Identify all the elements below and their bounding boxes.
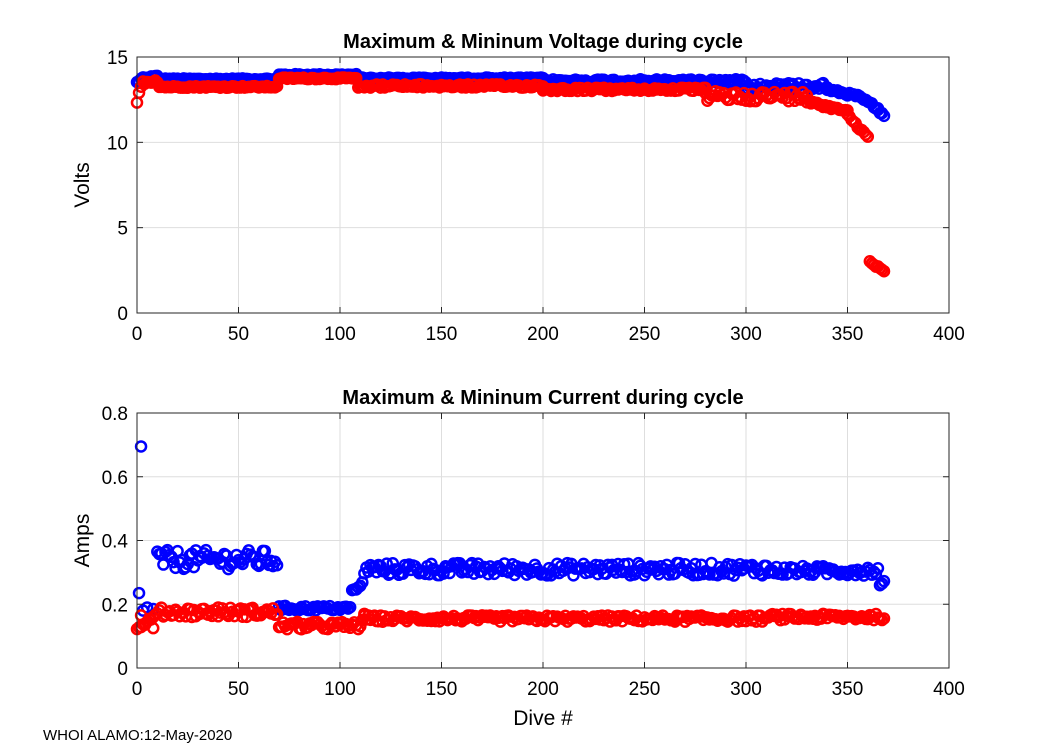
data-point-minimum <box>358 607 371 621</box>
data-point-maximum <box>496 564 509 578</box>
x-tick-label: 350 <box>832 324 864 345</box>
y-tick-label: 0 <box>117 304 128 325</box>
data-point-maximum <box>877 109 891 123</box>
data-point-minimum <box>877 264 891 278</box>
data-point-maximum <box>703 568 716 581</box>
y-axis-label: Amps <box>71 514 94 568</box>
x-tick-label: 150 <box>426 324 458 345</box>
data-point-minimum <box>236 610 249 623</box>
x-tick-label: 300 <box>730 324 762 345</box>
y-tick-label: 0.8 <box>102 404 128 425</box>
data-point-minimum <box>270 608 284 621</box>
data-point-minimum <box>146 621 160 635</box>
data-point-minimum <box>859 128 873 141</box>
data-point-maximum <box>132 586 146 600</box>
data-point-minimum <box>134 609 148 622</box>
data-point-maximum <box>134 440 148 453</box>
y-tick-label: 0.2 <box>102 595 128 616</box>
data-point-maximum <box>875 577 889 590</box>
x-tick-label: 150 <box>426 679 458 700</box>
data-point-minimum <box>861 130 875 143</box>
data-point-maximum <box>871 562 885 575</box>
data-point-maximum <box>270 558 284 572</box>
x-tick-label: 50 <box>228 324 249 345</box>
data-point-maximum <box>689 557 702 571</box>
x-tick-label: 300 <box>730 679 762 700</box>
x-tick-label: 50 <box>228 679 249 700</box>
data-point-minimum <box>877 612 891 625</box>
x-tick-label: 0 <box>132 679 143 700</box>
data-points <box>130 67 891 278</box>
data-point-minimum <box>132 86 146 100</box>
data-point-maximum <box>151 545 164 558</box>
y-tick-label: 10 <box>107 133 128 154</box>
chart-title: Maximum & Mininum Voltage during cycle <box>343 31 743 53</box>
chart-2: 0 50 100 150 200 250 300 350 400 0 0.2 0.4 0.6 0.8 Max… <box>71 387 965 730</box>
x-tick-label: 400 <box>933 679 965 700</box>
x-tick-label: 100 <box>324 324 356 345</box>
data-point-maximum <box>343 600 357 614</box>
data-point-minimum <box>211 601 225 614</box>
y-tick-label: 0 <box>117 659 128 680</box>
chart-1: 0 50 100 150 200 250 300 350 400 0 5 10 15 Maximum & … <box>71 31 965 345</box>
data-point-maximum <box>877 574 891 588</box>
y-tick-label: 0.6 <box>102 468 128 489</box>
y-axis-label: Volts <box>71 162 94 208</box>
x-tick-label: 100 <box>324 679 356 700</box>
y-tick-label: 15 <box>107 48 128 69</box>
data-points <box>130 440 891 636</box>
data-point-maximum <box>776 568 789 581</box>
data-point-maximum <box>167 555 180 569</box>
y-tick-label: 5 <box>117 219 128 240</box>
data-point-maximum <box>869 567 883 581</box>
y-tick-label: 0.4 <box>102 532 129 553</box>
x-tick-label: 0 <box>132 324 143 345</box>
x-tick-label: 200 <box>527 324 559 345</box>
data-point-maximum <box>140 601 154 614</box>
footer-label: WHOI ALAMO:12-May-2020 <box>43 727 233 744</box>
x-tick-label: 400 <box>933 324 965 345</box>
x-tick-label: 200 <box>527 679 559 700</box>
x-axis-label: Dive # <box>513 707 573 730</box>
x-tick-label: 250 <box>629 324 661 345</box>
data-point-minimum <box>873 612 887 625</box>
data-point-minimum <box>354 620 367 633</box>
x-tick-label: 350 <box>832 679 864 700</box>
x-tick-label: 250 <box>629 679 661 700</box>
chart-title: Maximum & Mininum Current during cycle <box>342 387 743 409</box>
